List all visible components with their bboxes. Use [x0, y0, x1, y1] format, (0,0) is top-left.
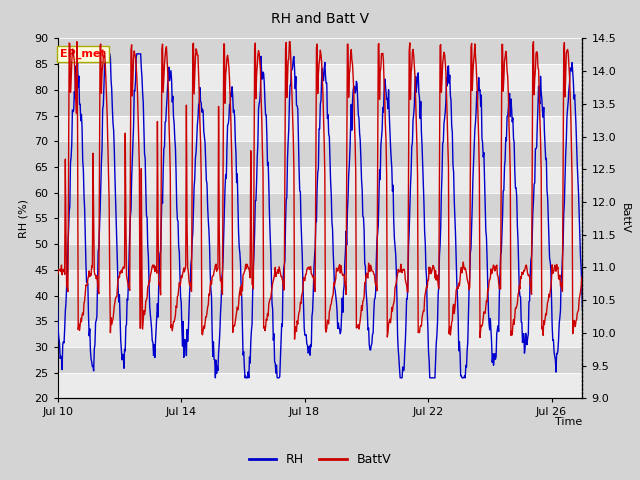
Bar [58, 321, 582, 347]
Bar [58, 116, 582, 141]
Y-axis label: RH (%): RH (%) [19, 199, 29, 238]
Bar [58, 372, 582, 398]
Bar [58, 270, 582, 296]
Bar [58, 192, 582, 218]
Bar [58, 141, 582, 167]
Text: EP_met: EP_met [60, 49, 106, 60]
Bar [58, 90, 582, 116]
Bar [58, 218, 582, 244]
Bar [58, 347, 582, 372]
Bar [58, 296, 582, 321]
Y-axis label: BattV: BattV [620, 203, 630, 234]
Bar [58, 64, 582, 90]
Legend: RH, BattV: RH, BattV [244, 448, 396, 471]
Bar [58, 167, 582, 192]
Text: Time: Time [555, 417, 582, 427]
Bar [58, 38, 582, 64]
Bar [58, 244, 582, 270]
Text: RH and Batt V: RH and Batt V [271, 12, 369, 26]
